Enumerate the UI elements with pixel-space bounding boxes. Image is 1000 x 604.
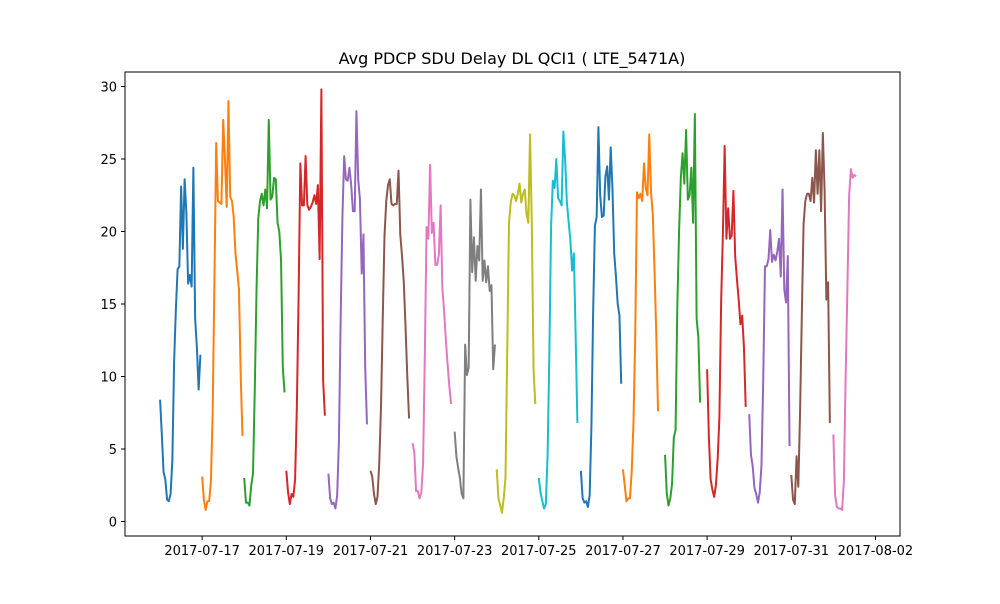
series-line-2017-07-27 xyxy=(621,133,660,503)
series-line-2017-07-19 xyxy=(285,88,326,506)
series-line-2017-07-25 xyxy=(537,130,579,510)
y-tick-label-10: 10 xyxy=(100,371,117,386)
y-tick-label-5: 5 xyxy=(109,443,117,458)
x-tick-label-2017-08-02: 2017-08-02 xyxy=(838,544,914,559)
series-line-2017-07-24 xyxy=(495,133,537,514)
series-line-2017-07-23 xyxy=(453,188,496,500)
series-line-2017-07-22 xyxy=(411,163,453,500)
series-layer xyxy=(159,88,857,514)
series-line-2017-07-17 xyxy=(201,100,244,511)
series-line-2017-07-16 xyxy=(159,166,202,503)
y-tick-label-30: 30 xyxy=(100,81,117,96)
series-line-2017-07-29 xyxy=(706,144,747,498)
series-line-2017-07-30 xyxy=(748,188,791,504)
series-line-2017-07-26 xyxy=(579,126,623,508)
plot-frame xyxy=(124,71,901,537)
x-tick-label-2017-07-23: 2017-07-23 xyxy=(417,544,493,559)
series-line-2017-07-18 xyxy=(243,118,286,507)
x-tick-label-2017-07-31: 2017-07-31 xyxy=(754,544,830,559)
series-line-2017-07-21 xyxy=(369,169,411,506)
x-tick-label-2017-07-27: 2017-07-27 xyxy=(585,544,661,559)
y-axis: 0 5 10 15 20 25 30 xyxy=(100,81,125,531)
y-tick-label-25: 25 xyxy=(100,153,117,168)
chart-title: Avg PDCP SDU Delay DL QCI1 ( LTE_5471A) xyxy=(339,49,686,69)
series-line-2017-07-28 xyxy=(664,113,702,507)
x-tick-label-2017-07-17: 2017-07-17 xyxy=(164,544,240,559)
y-tick-label-20: 20 xyxy=(100,226,117,241)
x-tick-label-2017-07-21: 2017-07-21 xyxy=(333,544,409,559)
x-tick-label-2017-07-25: 2017-07-25 xyxy=(501,544,577,559)
y-tick-label-0: 0 xyxy=(109,516,117,531)
y-tick-label-15: 15 xyxy=(100,298,117,313)
x-tick-label-2017-07-19: 2017-07-19 xyxy=(249,544,325,559)
series-line-2017-07-20 xyxy=(327,110,368,510)
series-line-2017-08-01 xyxy=(832,168,857,511)
x-tick-label-2017-07-29: 2017-07-29 xyxy=(669,544,745,559)
x-axis: 2017-07-17 2017-07-19 2017-07-21 2017-07-23… xyxy=(164,536,913,559)
series-line-2017-07-31 xyxy=(790,131,831,506)
